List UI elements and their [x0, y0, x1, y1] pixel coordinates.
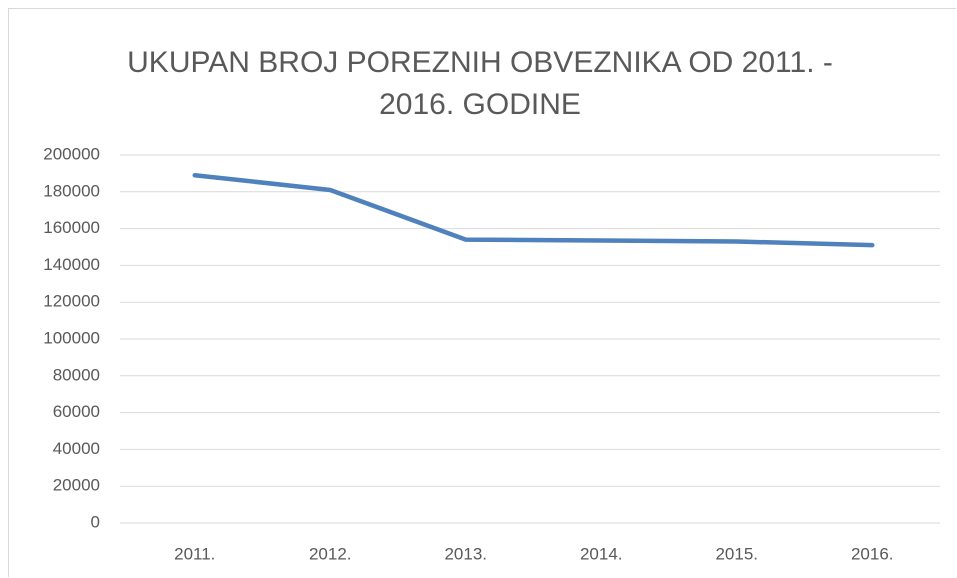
y-tick-label: 140000: [43, 255, 100, 274]
y-tick-label: 120000: [43, 292, 100, 311]
y-tick-label: 100000: [43, 328, 100, 347]
x-tick-label: 2012.: [309, 544, 352, 563]
y-tick-label: 40000: [53, 439, 100, 458]
y-tick-label: 160000: [43, 218, 100, 237]
y-tick-label: 0: [91, 512, 100, 531]
chart-frame: [8, 8, 956, 577]
x-tick-label: 2013.: [444, 544, 487, 563]
x-tick-label: 2014.: [580, 544, 623, 563]
y-tick-label: 180000: [43, 181, 100, 200]
y-tick-label: 80000: [53, 365, 100, 384]
y-tick-label: 20000: [53, 476, 100, 495]
x-tick-label: 2016.: [851, 544, 894, 563]
y-tick-label: 60000: [53, 402, 100, 421]
y-tick-label: 200000: [43, 144, 100, 163]
x-tick-label: 2015.: [715, 544, 758, 563]
x-tick-label: 2011.: [174, 544, 215, 563]
chart-title: UKUPAN BROJ POREZNIH OBVEZNIKA OD 2011. …: [127, 46, 833, 121]
data-line: [192, 172, 875, 248]
